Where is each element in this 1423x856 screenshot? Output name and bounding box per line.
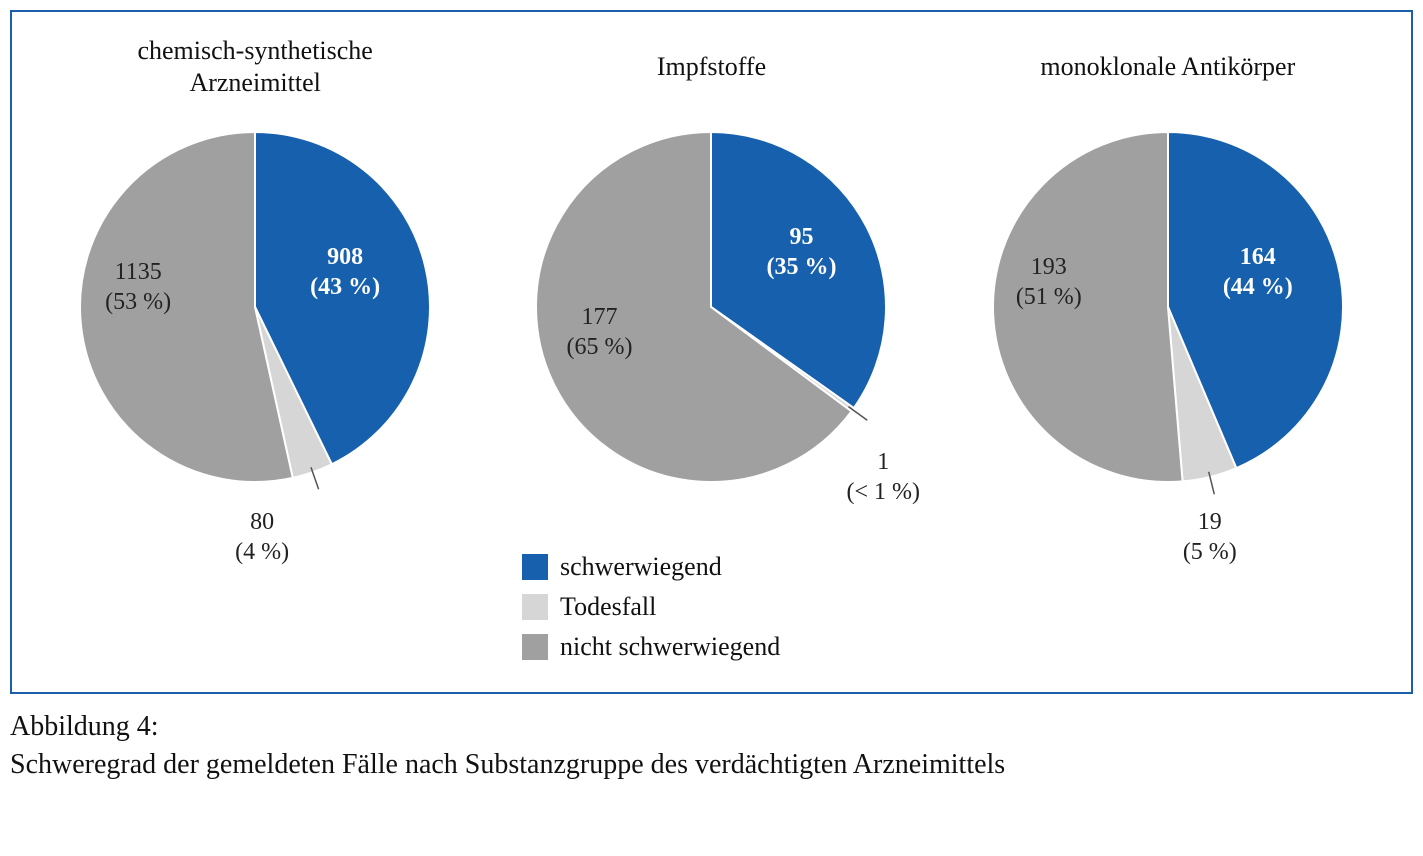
pie-chart: 164 (44 %)19 (5 %)193 (51 %)	[958, 112, 1378, 532]
leader-line	[849, 407, 868, 421]
pie-chart: 95 (35 %)1 (< 1 %)177 (65 %)	[501, 112, 921, 532]
chart-title: chemisch-synthetische Arzneimittel	[137, 32, 372, 102]
pie-slice	[993, 132, 1183, 482]
pie-svg	[501, 112, 921, 532]
caption-line1: Abbildung 4:	[10, 708, 1413, 746]
legend-item: schwerwiegend	[522, 552, 1381, 582]
caption-line2: Schweregrad der gemeldeten Fälle nach Su…	[10, 746, 1413, 784]
legend: schwerwiegend Todesfall nicht schwerwiegen…	[522, 552, 1381, 662]
legend-swatch	[522, 634, 548, 660]
chart-column: chemisch-synthetische Arzneimittel 908 (4…	[42, 32, 468, 532]
figure-caption: Abbildung 4: Schweregrad der gemeldeten …	[10, 708, 1413, 784]
chart-title: monoklonale Antikörper	[1040, 32, 1295, 102]
legend-item: Todesfall	[522, 592, 1381, 622]
pie-chart: 908 (43 %)80 (4 %)1135 (53 %)	[45, 112, 465, 532]
legend-item: nicht schwerwiegend	[522, 632, 1381, 662]
legend-label: Todesfall	[560, 592, 656, 622]
legend-swatch	[522, 554, 548, 580]
charts-row: chemisch-synthetische Arzneimittel 908 (4…	[42, 32, 1381, 532]
chart-column: monoklonale Antikörper 164 (44 %)19 (5 %)…	[955, 32, 1381, 532]
chart-frame: chemisch-synthetische Arzneimittel 908 (4…	[10, 10, 1413, 694]
chart-column: Impfstoffe 95 (35 %)1 (< 1 %)177 (65 %)	[498, 32, 924, 532]
legend-swatch	[522, 594, 548, 620]
legend-label: nicht schwerwiegend	[560, 632, 780, 662]
chart-title: Impfstoffe	[657, 32, 766, 102]
legend-label: schwerwiegend	[560, 552, 722, 582]
pie-svg	[958, 112, 1378, 532]
figure-container: chemisch-synthetische Arzneimittel 908 (4…	[10, 10, 1413, 784]
pie-svg	[45, 112, 465, 532]
